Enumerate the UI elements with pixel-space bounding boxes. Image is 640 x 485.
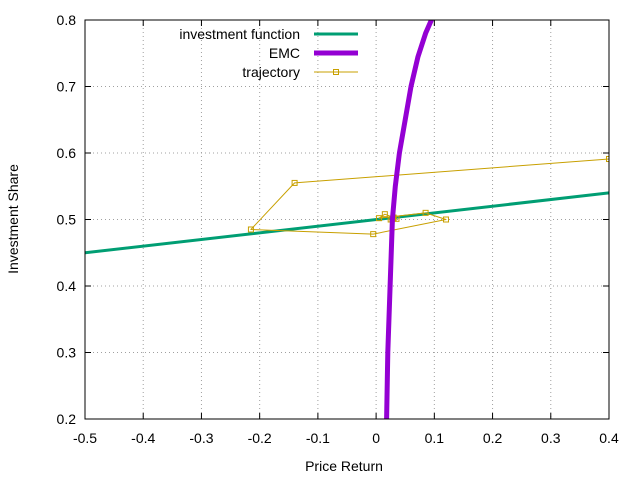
legend: investment function EMC trajectory <box>179 26 358 80</box>
y-tick-label: 0.3 <box>57 345 77 361</box>
x-tick-label: 0.2 <box>483 430 503 446</box>
legend-label: investment function <box>179 26 300 42</box>
x-axis-label: Price Return <box>305 458 383 474</box>
grid <box>85 20 609 419</box>
x-tick-label: 0.1 <box>425 430 445 446</box>
series-line <box>85 191 609 255</box>
plot-frame <box>84 19 610 420</box>
series-group <box>384 20 434 419</box>
y-tick-label: 0.6 <box>57 145 77 161</box>
data-point <box>247 226 254 233</box>
data-point <box>381 211 388 218</box>
x-tick-label: -0.5 <box>73 430 97 446</box>
x-tick-label: 0 <box>372 430 380 446</box>
y-tick-label: 0.2 <box>57 411 77 427</box>
x-tick-label: -0.2 <box>248 430 272 446</box>
x-tick-label: 0.3 <box>541 430 561 446</box>
data-point <box>606 155 609 162</box>
x-tick-label: -0.1 <box>306 430 330 446</box>
legend-label: EMC <box>269 45 300 61</box>
x-tick-label: -0.4 <box>131 430 155 446</box>
data-point <box>442 216 449 223</box>
y-axis-label: Investment Share <box>5 164 21 274</box>
data-point <box>422 209 429 216</box>
x-tick-label: -0.3 <box>189 430 213 446</box>
x-tick-label: 0.4 <box>599 430 619 446</box>
data-point <box>370 231 377 238</box>
y-tick-label: 0.4 <box>57 278 77 294</box>
legend-marker <box>333 69 339 75</box>
data-point <box>376 215 383 222</box>
y-tick-label: 0.7 <box>57 79 77 95</box>
legend-label: trajectory <box>242 64 300 80</box>
y-tick-label: 0.8 <box>57 12 77 28</box>
ticks: -0.5 -0.4 -0.3 -0.2 -0.1 0 0.1 0.2 0.3 0.4 0.2 0.3 0… <box>57 12 619 446</box>
series-group <box>85 191 609 255</box>
series-layer <box>85 20 609 419</box>
data-point <box>291 179 298 186</box>
series-line <box>384 20 434 419</box>
y-tick-label: 0.5 <box>57 212 77 228</box>
